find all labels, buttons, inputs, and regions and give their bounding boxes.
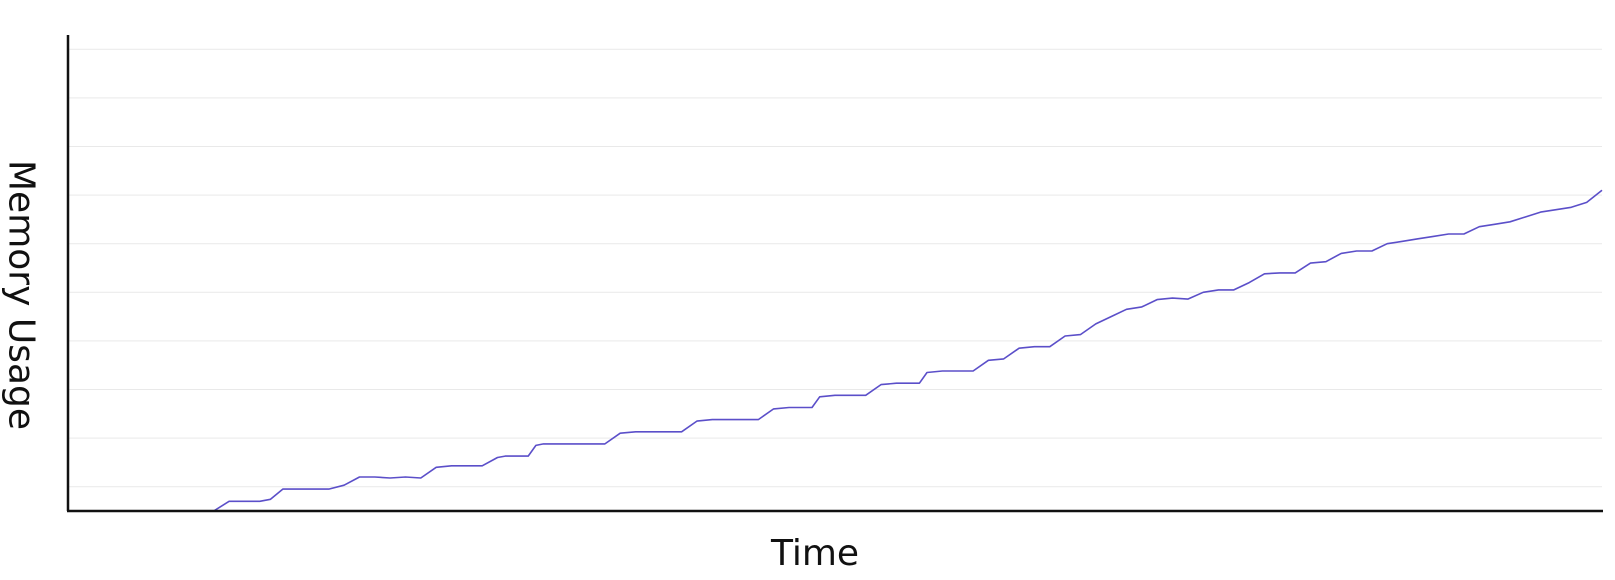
x-axis-label: Time [770,533,859,574]
series-layer [68,189,1603,512]
y-axis-label: Memory Usage [1,160,42,430]
memory-usage-line [68,189,1603,512]
gridlines [68,48,1602,488]
